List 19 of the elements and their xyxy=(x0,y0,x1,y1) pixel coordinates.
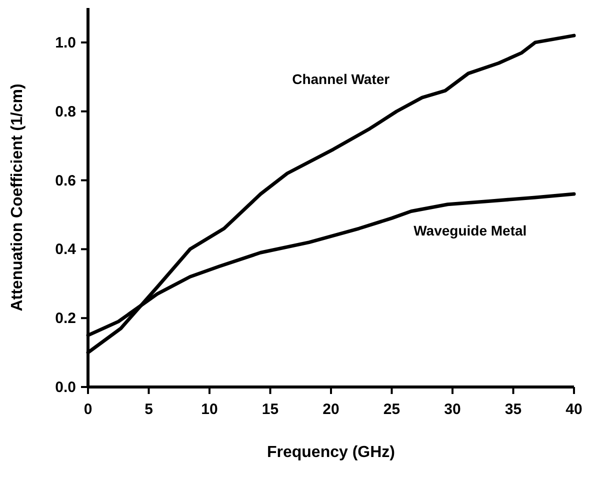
x-tick-label: 25 xyxy=(383,401,400,418)
y-tick-label: 1.0 xyxy=(55,34,76,52)
series-label: Waveguide Metal xyxy=(414,222,527,238)
x-tick-label: 15 xyxy=(262,401,279,418)
y-tick-label: 0.4 xyxy=(55,241,77,258)
y-tick-label: 0.8 xyxy=(55,103,76,120)
y-tick-label: 0.2 xyxy=(55,310,76,328)
y-axis-title: Attenuation Coefficient (1/cm) xyxy=(9,84,26,312)
x-tick-label: 30 xyxy=(444,401,461,418)
x-tick-label: 20 xyxy=(322,401,340,418)
y-tick-label: 0.0 xyxy=(55,379,76,396)
x-tick-label: 0 xyxy=(84,401,92,418)
x-tick-label: 5 xyxy=(144,401,153,418)
x-tick-label: 40 xyxy=(566,401,582,418)
x-tick-label: 35 xyxy=(504,401,522,418)
x-axis-title: Frequency (GHz) xyxy=(266,444,396,461)
y-tick-label: 0.6 xyxy=(55,172,76,190)
series-label: Channel Water xyxy=(292,70,390,87)
x-tick-label: 10 xyxy=(201,401,218,418)
